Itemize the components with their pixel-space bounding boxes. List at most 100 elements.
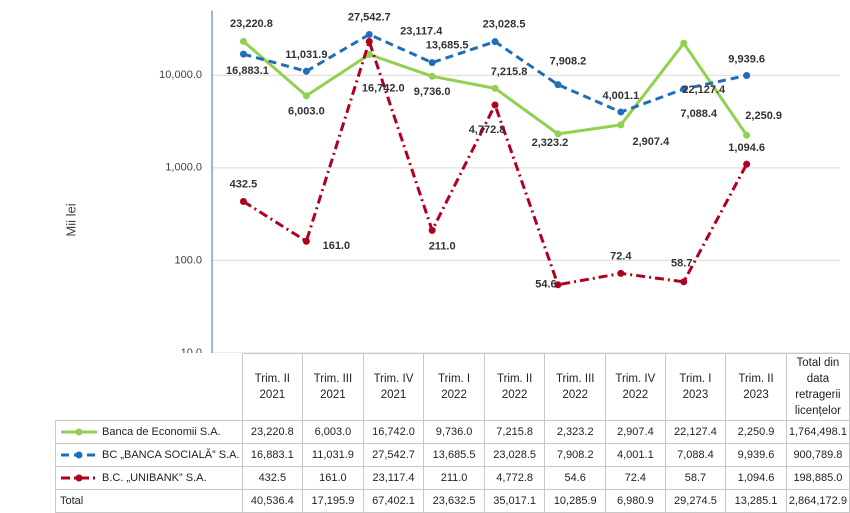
- legend-name: B.C. „UNIBANK” S.A.: [102, 472, 207, 484]
- data-label: 9,939.6: [728, 53, 765, 65]
- data-label: 23,117.4: [400, 25, 443, 37]
- total-row: Total 40,536.4 17,195.9 67,402.1 23,632.5 35,…: [55, 489, 850, 513]
- marker: [617, 108, 625, 116]
- category-header: Trim. IV 2022: [605, 353, 666, 421]
- value-cell: 2,323.2: [544, 420, 607, 444]
- marker: [743, 71, 751, 79]
- y-tick-label: 10,000.0: [159, 69, 202, 81]
- value-cell: 54.6: [544, 466, 607, 490]
- marker: [680, 85, 688, 93]
- data-label: 16,742.0: [362, 82, 405, 94]
- category-header: Trim. II 2023: [725, 353, 787, 421]
- marker: [554, 81, 562, 89]
- marker: [239, 37, 247, 45]
- value-cell: 17,195.9: [302, 489, 364, 513]
- data-label: 2,907.4: [632, 136, 670, 148]
- value-cell: 7,908.2: [544, 443, 607, 467]
- value-cell: 23,028.5: [483, 443, 546, 467]
- value-cell: 4,772.8: [483, 466, 546, 490]
- value-cell: 23,632.5: [423, 489, 485, 513]
- data-label: 161.0: [323, 240, 351, 252]
- legend-cell: BC „BANCA SOCIALĂ” S.A.: [55, 443, 243, 467]
- value-cell: 7,088.4: [664, 443, 727, 467]
- data-label: 1,094.6: [728, 142, 765, 154]
- marker: [239, 198, 247, 206]
- total-cell: 900,789.8: [785, 443, 850, 467]
- marker: [680, 39, 688, 47]
- data-label: 54.6: [535, 279, 556, 291]
- value-cell: 10,285.9: [544, 489, 607, 513]
- chart: Mii lei 10.0 100.0 1,000.0 10,000.0 23,220.8…: [63, 10, 840, 353]
- legend-marker: [75, 451, 83, 459]
- data-label: 11,031.9: [285, 49, 327, 61]
- marker: [365, 30, 373, 38]
- marker: [491, 38, 499, 46]
- marker: [302, 237, 310, 245]
- value-cell: 72.4: [605, 466, 666, 490]
- header-row: Trim. II 2021 Trim. III 2021 Trim. IV 2021…: [55, 353, 850, 421]
- y-tick-label: 100.0: [174, 254, 202, 266]
- value-cell: 13,285.1: [725, 489, 787, 513]
- marker: [239, 50, 247, 58]
- legend-name: Banca de Economii S.A.: [102, 426, 221, 438]
- legend-cell: Banca de Economii S.A.: [55, 420, 243, 444]
- value-cell: 211.0: [423, 466, 485, 490]
- total-header: Total din data retragerii licențelor: [785, 353, 850, 421]
- value-cell: 2,907.4: [605, 420, 666, 444]
- marker: [680, 278, 688, 286]
- data-label: 9,736.0: [414, 86, 451, 98]
- legend-swatch: [61, 428, 97, 436]
- legend-swatch: [61, 451, 97, 459]
- series-row: Banca de Economii S.A. 23,220.8 6,003.0 16,…: [55, 420, 850, 444]
- data-label: 72.4: [610, 250, 632, 262]
- series-line: [242, 36, 748, 287]
- marker: [743, 131, 751, 139]
- marker: [428, 72, 436, 80]
- value-cell: 4,001.1: [605, 443, 666, 467]
- data-label: 4,772.8: [469, 124, 506, 136]
- category-header: Trim. II 2021: [241, 353, 304, 421]
- legend-marker: [75, 428, 83, 436]
- marker: [491, 101, 499, 109]
- total-row-label: Total: [55, 489, 243, 513]
- marker: [554, 130, 562, 138]
- value-cell: 40,536.4: [241, 489, 304, 513]
- value-cell: 7,215.8: [483, 420, 546, 444]
- data-label: 23,028.5: [483, 19, 526, 31]
- marker: [428, 226, 436, 234]
- data-table: Trim. II 2021 Trim. III 2021 Trim. IV 2021…: [55, 353, 850, 513]
- data-label: 6,003.0: [288, 106, 325, 118]
- category-header: Trim. III 2022: [544, 353, 607, 421]
- legend-marker: [75, 474, 83, 482]
- value-cell: 23,220.8: [241, 420, 304, 444]
- value-cell: 11,031.9: [302, 443, 364, 467]
- value-cell: 6,980.9: [605, 489, 666, 513]
- marker: [617, 269, 625, 277]
- data-label: 22,127.4: [682, 84, 726, 96]
- value-cell: 16,742.0: [362, 420, 425, 444]
- marker: [491, 84, 499, 92]
- value-cell: 161.0: [302, 466, 364, 490]
- marker: [617, 121, 625, 129]
- data-label: 432.5: [230, 178, 258, 190]
- total-cell: 1,764,498.1: [785, 420, 850, 444]
- total-cell: 2,864,172.9: [785, 489, 850, 513]
- y-tick-label: 10.0: [181, 347, 202, 353]
- value-cell: 9,736.0: [423, 420, 485, 444]
- data-label: 4,001.1: [602, 90, 639, 102]
- series-row: B.C. „UNIBANK” S.A. 432.5 161.0 23,117.4 211…: [55, 466, 850, 490]
- data-label: 23,220.8: [230, 18, 273, 30]
- data-label: 7,215.8: [491, 66, 528, 78]
- data-label: 16,883.1: [226, 65, 269, 77]
- marker: [302, 67, 310, 75]
- value-cell: 2,250.9: [725, 420, 787, 444]
- value-cell: 67,402.1: [362, 489, 425, 513]
- legend-cell: B.C. „UNIBANK” S.A.: [55, 466, 243, 490]
- y-tick-label: 1,000.0: [165, 162, 202, 174]
- total-cell: 198,885.0: [785, 466, 850, 490]
- legend-swatch: [61, 474, 97, 482]
- marker: [302, 92, 310, 100]
- value-cell: 9,939.6: [725, 443, 787, 467]
- value-cell: 58.7: [664, 466, 727, 490]
